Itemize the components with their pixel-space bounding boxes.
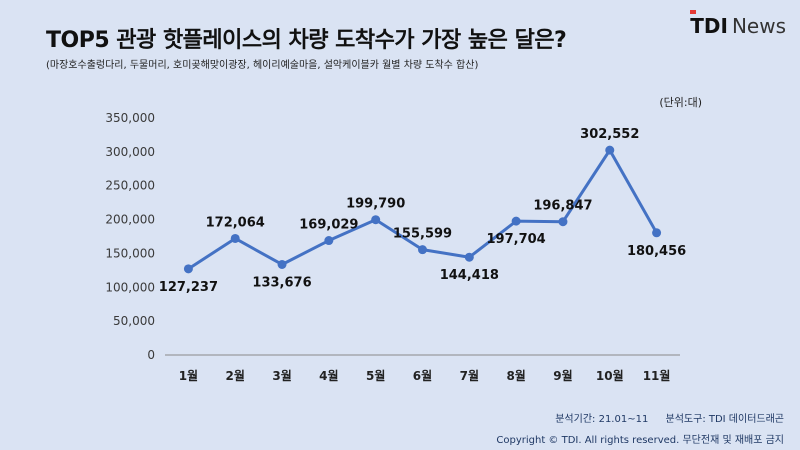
data-label: 199,790 [346,197,405,212]
y-tick-label: 150,000 [105,246,155,260]
copyright: Copyright © TDI. All rights reserved. 무단… [496,435,784,446]
data-label: 155,599 [393,227,452,242]
tdi-news-logo: TDI News [690,10,786,38]
y-tick-label: 250,000 [105,179,155,193]
data-label: 133,676 [252,275,311,290]
data-point [230,233,240,243]
x-tick-label: 10월 [596,368,624,383]
x-tick-label: 6월 [413,368,432,383]
x-tick-label: 4월 [319,368,338,383]
logo-brand: TDI [690,10,728,38]
chart-title: TOP5 관광 핫플레이스의 차량 도착수가 가장 높은 달은? [46,28,567,53]
y-tick-label: 0 [147,348,155,362]
footer-info: 분석기간: 21.01~11 분석도구: TDI 데이터드래곤 [555,410,784,425]
unit-label: (단위:대) [659,96,702,109]
x-axis: 1월 2월 3월 4월 5월 6월 7월 8월 9월 10월 11월 [179,368,671,383]
logo-text: News [731,14,786,38]
data-point [324,236,334,246]
x-tick-label: 9월 [553,368,572,383]
analysis-period: 분석기간: 21.01~11 [555,414,649,425]
data-label: 302,552 [580,127,639,142]
chart-subtitle: (마장호수출렁다리, 두물머리, 호미곶해맞이광장, 헤이리예술마을, 설악케이… [46,60,479,71]
data-label: 196,847 [533,199,592,214]
data-point [371,215,381,225]
data-label: 169,029 [299,218,358,233]
y-tick-label: 300,000 [105,145,155,159]
data-label: 197,704 [487,232,546,247]
data-label: 127,237 [159,280,218,295]
x-tick-label: 11월 [643,368,671,383]
data-label: 144,418 [440,268,499,283]
x-tick-label: 7월 [460,368,479,383]
data-point [183,264,193,274]
y-tick-label: 50,000 [113,314,155,328]
x-tick-label: 2월 [226,368,245,383]
data-point [464,252,474,262]
data-point [277,259,287,269]
y-axis: 0 50,000 100,000 150,000 200,000 250,000 300,0… [105,111,155,362]
data-labels: 127,237 172,064 133,676 169,029 199,790 155,5… [159,127,686,295]
analysis-tool: 분석도구: TDI 데이터드래곤 [665,414,784,425]
data-point [558,217,568,227]
y-tick-label: 350,000 [105,111,155,125]
data-point [605,145,615,155]
x-tick-label: 5월 [366,368,385,383]
x-tick-label: 1월 [179,368,198,383]
data-point [511,216,521,226]
data-label: 180,456 [627,244,686,259]
data-points [183,145,662,274]
x-tick-label: 8월 [506,368,525,383]
y-tick-label: 100,000 [105,280,155,294]
x-tick-label: 3월 [272,368,291,383]
data-label: 172,064 [206,215,265,230]
data-point [418,245,427,255]
y-tick-label: 200,000 [105,213,155,227]
data-point [652,228,662,238]
